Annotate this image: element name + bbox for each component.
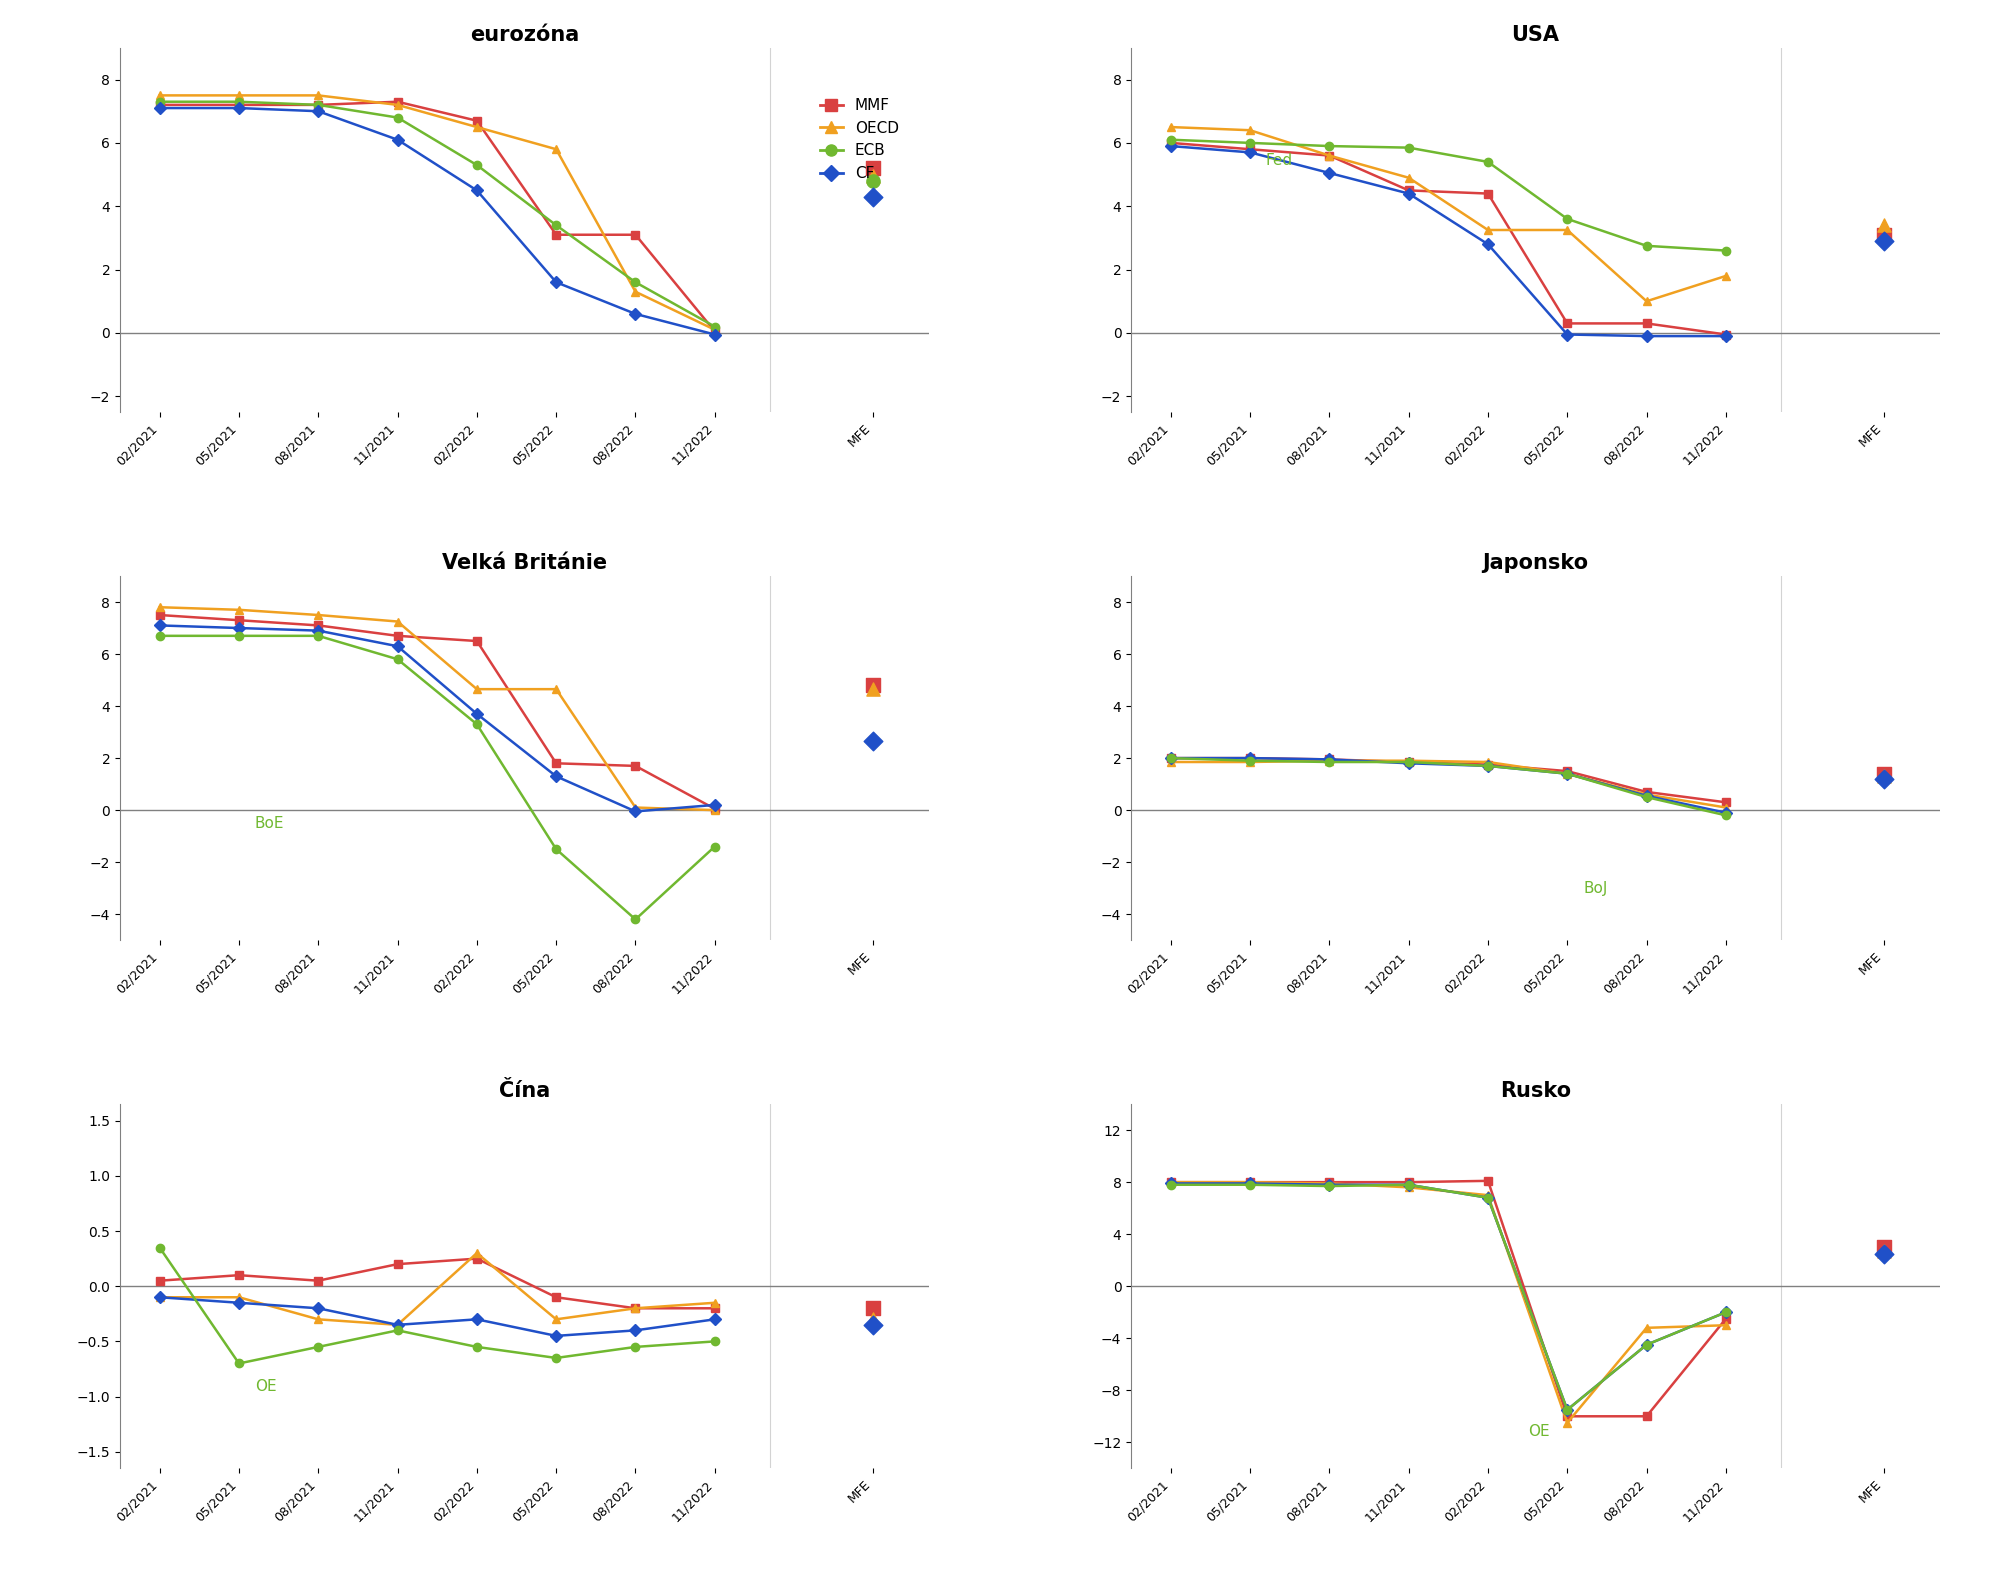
Text: BoE: BoE — [254, 816, 284, 832]
Point — [1868, 228, 1900, 254]
Point — [1868, 763, 1900, 788]
Point — [1868, 1242, 1900, 1267]
Point — [1868, 761, 1900, 787]
Point — [858, 1307, 890, 1333]
Point — [858, 672, 890, 697]
Legend: MMF, OECD, ECB, CF: MMF, OECD, ECB, CF — [814, 93, 906, 187]
Title: Čína: Čína — [498, 1080, 550, 1101]
Text: OE: OE — [1528, 1424, 1550, 1440]
Point — [1868, 222, 1900, 247]
Title: Japonsko: Japonsko — [1482, 554, 1588, 573]
Point — [858, 168, 890, 193]
Point — [858, 1312, 890, 1337]
Point — [1868, 1234, 1900, 1259]
Point — [858, 155, 890, 180]
Point — [858, 1296, 890, 1321]
Point — [1868, 1238, 1900, 1264]
Point — [858, 728, 890, 753]
Text: BoJ: BoJ — [1584, 881, 1608, 897]
Text: OE: OE — [254, 1379, 276, 1393]
Point — [1868, 766, 1900, 792]
Point — [1868, 212, 1900, 238]
Title: Velká Británie: Velká Británie — [442, 554, 608, 573]
Title: USA: USA — [1512, 26, 1560, 45]
Point — [858, 184, 890, 209]
Text: Fed: Fed — [1266, 153, 1294, 168]
Title: eurozóna: eurozóna — [470, 26, 580, 45]
Point — [858, 163, 890, 188]
Title: Rusko: Rusko — [1500, 1080, 1572, 1101]
Point — [858, 677, 890, 702]
